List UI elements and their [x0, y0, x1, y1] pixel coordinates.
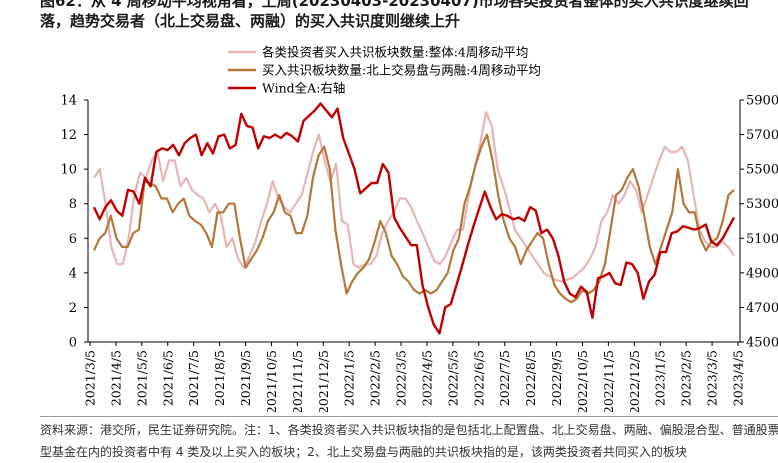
legend-label-3: Wind全A:右轴	[262, 81, 345, 96]
x-tick-label: 2022/2/5	[368, 350, 383, 406]
x-tick-label: 2022/8/5	[523, 350, 538, 406]
x-tick-label: 2021/3/5	[83, 350, 98, 406]
source-note: 资料来源：港交所，民生证券研究院。注：1、各类投资者买入共识板块指的是包括北上配…	[40, 416, 778, 463]
x-tick-label: 2022/11/5	[601, 350, 616, 412]
x-tick-label: 2021/5/5	[134, 350, 149, 406]
x-tick-label: 2021/4/5	[108, 350, 123, 406]
x-tick-label: 2022/6/5	[471, 350, 486, 406]
left-tick-label: 10	[60, 163, 77, 178]
right-tick-label: 5500	[746, 163, 778, 178]
x-tick-label: 2022/4/5	[419, 350, 434, 406]
x-tick-label: 2021/6/5	[160, 350, 175, 406]
legend-label-2: 买入共识板块数量:北上交易盘与两融:4周移动平均	[262, 63, 541, 78]
right-tick-label: 4700	[746, 301, 778, 316]
chart-title-line-1: 图62：从 4 周移动平均视角看，上周(20230403-20230407)市场…	[40, 0, 749, 10]
right-tick-label: 5900	[746, 94, 778, 109]
x-tick-label: 2021/8/5	[212, 350, 227, 406]
x-tick-label: 2021/12/5	[316, 350, 331, 412]
x-tick-label: 2021/11/5	[290, 350, 305, 412]
x-tick-label: 2022/9/5	[549, 350, 564, 406]
x-tick-label: 2022/1/5	[342, 350, 357, 406]
left-tick-label: 4	[69, 266, 77, 281]
x-tick-label: 2023/4/5	[731, 350, 746, 406]
left-tick-label: 0	[69, 336, 77, 351]
x-tick-label: 2021/10/5	[264, 350, 279, 412]
x-tick-label: 2022/10/5	[575, 350, 590, 412]
line-chart: 0 2 4 6 8 10 12 14 4500 4700 4900 5100 5300 5500 5700 5…	[60, 45, 778, 413]
source-note-line-1: 资料来源：港交所，民生证券研究院。注：1、各类投资者买入共识板块指的是包括北上配…	[40, 423, 778, 437]
right-tick-label: 4500	[746, 336, 778, 351]
left-tick-label: 8	[69, 197, 77, 212]
right-tick-label: 5300	[746, 197, 778, 212]
left-tick-label: 12	[60, 128, 77, 143]
x-tick-label: 2022/12/5	[627, 350, 642, 412]
left-tick-label: 14	[60, 94, 77, 109]
chart-title: 图62：从 4 周移动平均视角看，上周(20230403-20230407)市场…	[40, 0, 778, 31]
right-tick-label: 4900	[746, 266, 778, 281]
x-tick-label: 2022/5/5	[445, 350, 460, 406]
series-line-3	[92, 102, 736, 335]
x-tick-label: 2023/2/5	[679, 350, 694, 406]
chart-series-lines	[92, 102, 736, 335]
chart-axes: 0 2 4 6 8 10 12 14 4500 4700 4900 5100 5300 5500 5700 5…	[60, 94, 778, 413]
x-tick-label: 2021/9/5	[238, 350, 253, 406]
x-tick-label: 2023/1/5	[653, 350, 668, 406]
left-tick-label: 2	[69, 301, 77, 316]
right-tick-label: 5700	[746, 128, 778, 143]
x-tick-label: 2021/7/5	[186, 350, 201, 406]
series-line-2	[93, 133, 735, 304]
legend-label-1: 各类投资者买入共识板块数量:整体:4周移动平均	[262, 45, 528, 60]
x-tick-label: 2022/7/5	[497, 350, 512, 406]
chart-legend: 各类投资者买入共识板块数量:整体:4周移动平均买入共识板块数量:北上交易盘与两融…	[228, 45, 541, 96]
chart-title-line-2: 落，趋势交易者（北上交易盘、两融）的买入共识度则继续上升	[40, 12, 461, 30]
source-note-line-2: 型基金在内的投资者中有 4 类及以上买入的板块；2、北上交易盘与两融的共识板块指…	[40, 445, 687, 459]
series-line-1	[93, 111, 735, 283]
x-tick-label: 2022/3/5	[394, 350, 409, 406]
x-tick-label: 2023/3/5	[705, 350, 720, 406]
right-tick-label: 5100	[746, 232, 778, 247]
left-tick-label: 6	[69, 232, 77, 247]
